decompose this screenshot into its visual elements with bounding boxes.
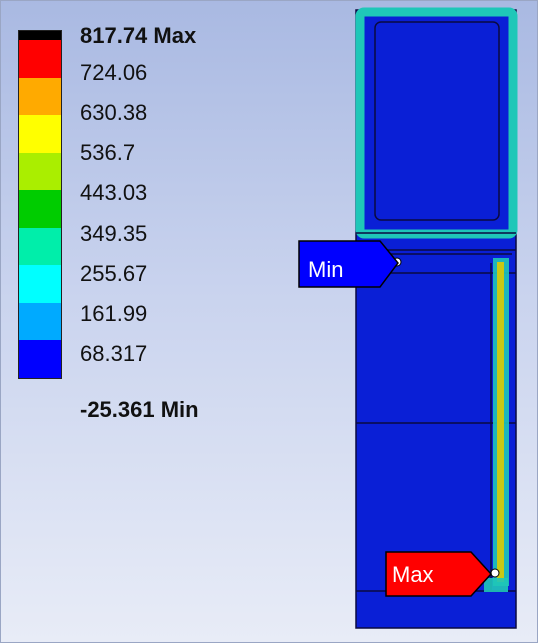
legend-swatch xyxy=(19,40,61,78)
legend-level-label: 536.7 xyxy=(80,140,136,165)
legend-level-label: 68.317 xyxy=(80,341,148,366)
legend-color-bar xyxy=(18,30,62,379)
hot-strip xyxy=(497,262,504,582)
legend-max-label: 817.74 Max xyxy=(80,23,197,48)
legend-level-label: 630.38 xyxy=(80,100,148,125)
legend-swatch xyxy=(19,265,61,303)
min-probe-label: Min xyxy=(308,257,344,282)
legend-min-label: -25.361 Min xyxy=(80,397,199,422)
legend-swatch xyxy=(19,190,61,228)
legend-swatch xyxy=(19,77,61,115)
legend-level-label: 255.67 xyxy=(80,261,148,286)
legend-level-label: 443.03 xyxy=(80,180,148,205)
legend-level-label: 161.99 xyxy=(80,301,148,326)
max-probe-label: Max xyxy=(392,562,434,587)
legend-level-label: 349.35 xyxy=(80,221,148,246)
legend-swatch xyxy=(19,227,61,265)
bottom-edge-glow xyxy=(484,578,508,592)
upper-panel-edge xyxy=(355,7,518,239)
max-probe-tag[interactable] xyxy=(385,550,495,600)
legend-swatch xyxy=(19,302,61,340)
legend-swatch-max xyxy=(19,31,61,40)
legend-swatch xyxy=(19,115,61,153)
legend-swatch xyxy=(19,152,61,190)
legend-level-label: 724.06 xyxy=(80,60,148,85)
upper-panel xyxy=(374,21,500,221)
legend-swatch-min xyxy=(19,340,61,378)
min-probe-tag[interactable] xyxy=(298,239,402,291)
